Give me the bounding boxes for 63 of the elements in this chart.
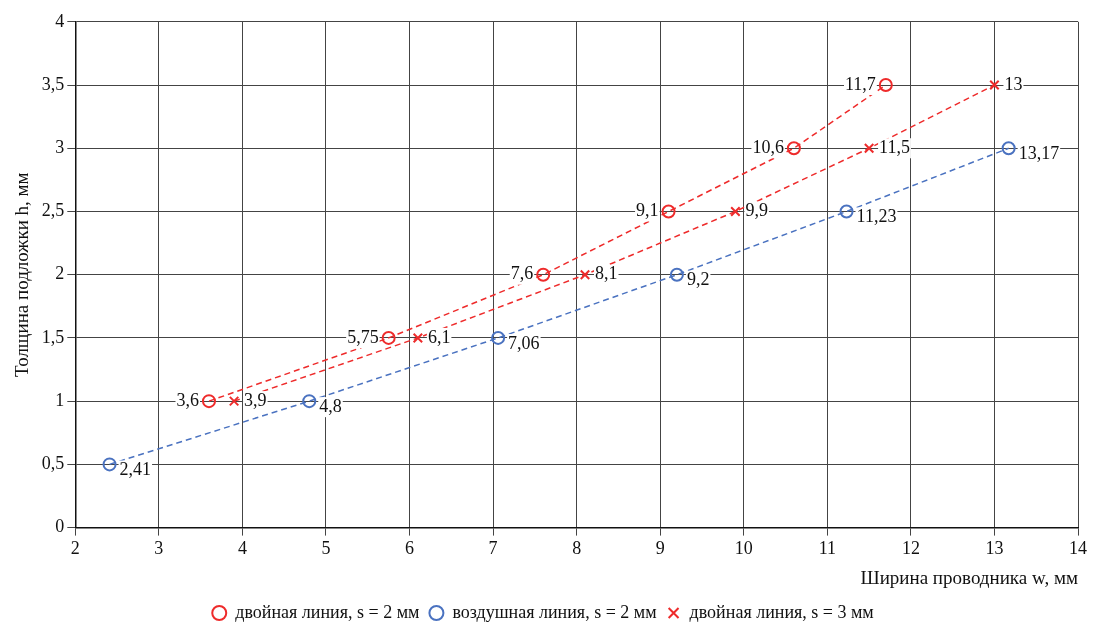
- annotation: 11,23: [856, 206, 897, 227]
- annotation: 3,6: [176, 389, 199, 410]
- x-tick-label: 13: [985, 538, 1004, 559]
- annotation: 6,1: [427, 326, 451, 347]
- annotation: 3,9: [244, 389, 267, 410]
- y-tick-label: 3: [55, 136, 65, 157]
- point: [412, 332, 424, 344]
- point: [536, 267, 551, 282]
- x-tick-label: 6: [405, 538, 415, 559]
- point: [878, 78, 893, 93]
- y-tick-label: 2,5: [41, 200, 65, 221]
- annotation: 2,41: [119, 459, 152, 480]
- point: [839, 204, 854, 219]
- point: [786, 141, 801, 156]
- point: [661, 204, 676, 219]
- x-tick-label: 5: [321, 538, 331, 559]
- y-tick-label: 1,5: [41, 326, 65, 347]
- annotation: 7,6: [510, 263, 534, 284]
- point: [302, 394, 317, 409]
- y-tick-label: 4: [55, 10, 65, 31]
- x-tick-label: 10: [734, 538, 753, 559]
- annotation: 7,06: [508, 332, 540, 353]
- x-tick-label: 3: [154, 538, 164, 559]
- x-tick-label: 9: [655, 538, 665, 559]
- point: [228, 395, 240, 407]
- point: [102, 457, 117, 472]
- y-tick-label: 0: [55, 516, 65, 537]
- point: [863, 143, 875, 154]
- point: [201, 394, 216, 409]
- x-tick-label: 12: [901, 538, 920, 559]
- x-tick-label: 8: [572, 538, 582, 559]
- legend-label: двойная линия, s = 3 мм: [689, 601, 874, 622]
- y-tick-label: 1: [55, 389, 65, 410]
- annotation: 5,75: [347, 326, 379, 347]
- annotation: 9,2: [686, 269, 710, 290]
- annotation: 13: [1004, 73, 1023, 94]
- x-tick-label: 2: [70, 538, 80, 559]
- annotation: 9,1: [636, 200, 659, 221]
- legend-label: воздушная линия, s = 2 мм: [452, 601, 657, 622]
- y-tick-label: 2: [55, 263, 65, 284]
- point: [579, 269, 591, 280]
- x-axis-title: Ширина проводника w, мм: [860, 566, 1078, 588]
- legend-label: двойная линия, s = 2 мм: [235, 601, 420, 622]
- point: [989, 79, 1000, 91]
- annotation: 11,7: [844, 73, 876, 94]
- point: [491, 330, 506, 345]
- annotation: 10,6: [752, 136, 784, 157]
- y-axis-title: Толщина подложки h, мм: [11, 172, 33, 378]
- annotation: 4,8: [319, 395, 342, 416]
- point: [669, 267, 684, 282]
- y-tick-label: 3,5: [41, 73, 65, 94]
- x-tick-label: 11: [818, 538, 836, 559]
- annotation: 8,1: [595, 263, 618, 284]
- annotation: 11,5: [879, 136, 910, 157]
- point: [730, 206, 741, 217]
- point: [381, 330, 396, 345]
- x-tick-label: 4: [237, 538, 247, 559]
- point: [1001, 141, 1016, 156]
- x-tick-label: 7: [488, 538, 498, 559]
- annotation: 9,9: [745, 200, 768, 221]
- x-tick-label: 14: [1069, 538, 1087, 559]
- annotation: 13,17: [1018, 142, 1060, 163]
- y-tick-label: 0,5: [41, 453, 65, 474]
